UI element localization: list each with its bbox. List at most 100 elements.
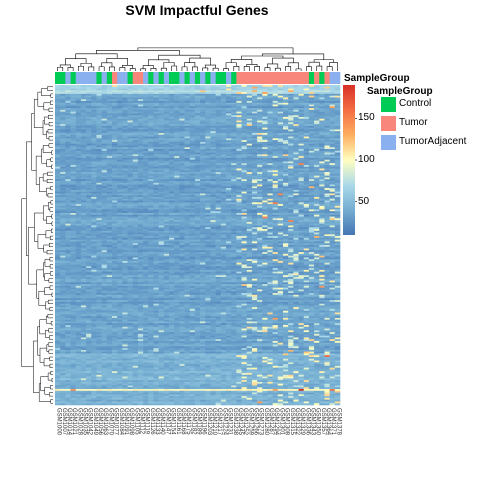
heatmap-cell [96,231,101,233]
heatmap-cell [71,170,76,172]
heatmap-cell [335,99,340,101]
heatmap-cell [319,158,324,160]
heatmap-cell [319,97,324,99]
heatmap-cell [278,129,283,131]
heatmap-cell [86,89,91,91]
heatmap-cell [231,97,236,99]
heatmap-cell [55,209,60,211]
heatmap-cell [221,121,226,123]
heatmap-cell [231,101,236,103]
heatmap-cell [138,241,143,243]
heatmap-cell [231,110,236,112]
heatmap-cell [273,177,278,179]
heatmap-cell [288,112,293,114]
heatmap-cell [210,199,215,201]
heatmap-cell [283,224,288,226]
heatmap-cell [138,121,143,123]
heatmap-cell [314,137,319,139]
heatmap-cell [138,211,143,213]
heatmap-cell [71,185,76,187]
heatmap-cell [148,154,153,156]
heatmap-cell [159,121,164,123]
heatmap-cell [231,124,236,126]
heatmap-cell [236,94,241,96]
heatmap-cell [278,99,283,101]
heatmap-cell [190,135,195,137]
heatmap-cell [148,213,153,215]
heatmap-cell [242,117,247,119]
heatmap-cell [278,176,283,178]
heatmap-cell [216,106,221,108]
heatmap-cell [122,138,127,140]
heatmap-cell [335,158,340,160]
heatmap-cell [107,186,112,188]
heatmap-cell [169,156,174,158]
heatmap-cell [247,204,252,206]
heatmap-cell [257,156,262,158]
heatmap-cell [293,213,298,215]
heatmap-cell [324,89,329,91]
heatmap-cell [242,124,247,126]
heatmap-cell [76,177,81,179]
heatmap-cell [76,85,81,87]
heatmap-cell [117,172,122,174]
heatmap-cell [205,87,210,89]
heatmap-cell [226,188,231,190]
heatmap-cell [262,233,267,235]
heatmap-cell [195,236,200,238]
heatmap-cell [81,97,86,99]
heatmap-cell [148,121,153,123]
heatmap-cell [216,147,221,149]
heatmap-cell [195,158,200,160]
heatmap-cell [55,179,60,181]
heatmap-cell [164,243,169,245]
heatmap-cell [205,103,210,105]
heatmap-cell [330,92,335,94]
heatmap-cell [278,167,283,169]
heatmap-cell [324,122,329,124]
heatmap-cell [252,94,257,96]
heatmap-cell [86,135,91,137]
heatmap-cell [242,165,247,167]
heatmap-cell [304,153,309,155]
heatmap-cell [153,209,158,211]
heatmap-cell [122,156,127,158]
heatmap-cell [252,128,257,130]
heatmap-cell [185,165,190,167]
heatmap-cell [319,211,324,213]
heatmap-cell [252,213,257,215]
heatmap-cell [153,124,158,126]
heatmap-cell [169,236,174,238]
heatmap-cell [128,227,133,229]
heatmap-cell [267,97,272,99]
heatmap-cell [304,149,309,151]
heatmap-cell [107,87,112,89]
heatmap-cell [117,138,122,140]
heatmap-cell [335,113,340,115]
heatmap-cell [335,89,340,91]
heatmap-cell [335,122,340,124]
heatmap-cell [102,227,107,229]
heatmap-cell [174,85,179,87]
heatmap-cell [179,188,184,190]
heatmap-cell [71,101,76,103]
heatmap-cell [299,193,304,195]
heatmap-cell [335,96,340,98]
heatmap-cell [262,206,267,208]
heatmap-cell [216,195,221,197]
heatmap-cell [267,218,272,220]
heatmap-cell [236,133,241,135]
heatmap-cell [55,177,60,179]
heatmap-cell [231,206,236,208]
heatmap-cell [210,113,215,115]
heatmap-cell [112,209,117,211]
heatmap-cell [76,131,81,133]
heatmap-cell [179,211,184,213]
heatmap-cell [122,236,127,238]
heatmap-cell [226,179,231,181]
heatmap-cell [236,204,241,206]
heatmap-cell [257,137,262,139]
heatmap-cell [153,154,158,156]
heatmap-cell [319,183,324,185]
heatmap-cell [267,153,272,155]
